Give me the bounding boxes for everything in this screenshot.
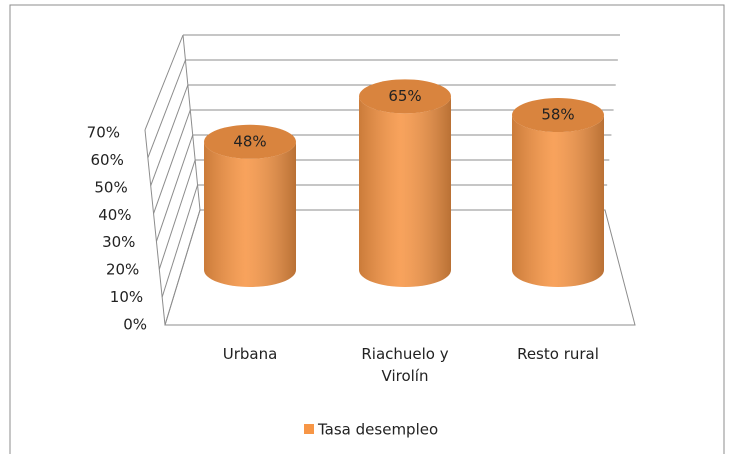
x-tick-label: Riachuelo y Virolín [361,345,449,385]
y-tick-label: 70% [87,124,120,142]
grid-line [155,134,194,242]
axis [144,129,166,326]
y-tick-label: 20% [106,261,139,279]
frame [9,4,725,454]
bar-top [204,124,296,159]
y-tick-label: 10% [110,288,143,306]
y-tick-label: 50% [94,178,127,196]
x-tick-label: Resto rural [517,345,599,363]
y-tick-label: 40% [98,206,131,224]
grid-line [153,109,191,214]
grid-line [161,184,199,298]
grid-line [158,159,196,270]
bar-top [512,98,604,133]
bar-shade [204,141,296,287]
grid-line [164,209,201,326]
bar-shade [512,115,604,287]
legend-swatch [304,424,314,434]
data-label: 58% [541,106,574,124]
bar-shade [359,96,451,287]
grid-line [147,59,186,159]
data-label: 48% [233,132,266,150]
axis [182,34,201,211]
legend-label: Tasa desempleo [317,421,438,439]
grid-line [144,34,184,131]
data-label: 65% [388,87,421,105]
x-tick-label: Urbana [222,345,278,363]
y-tick-label: 60% [91,151,124,169]
grid-line [150,84,189,186]
bar-top [359,79,451,114]
y-tick-label: 0% [123,316,147,334]
y-tick-label: 30% [102,233,135,251]
